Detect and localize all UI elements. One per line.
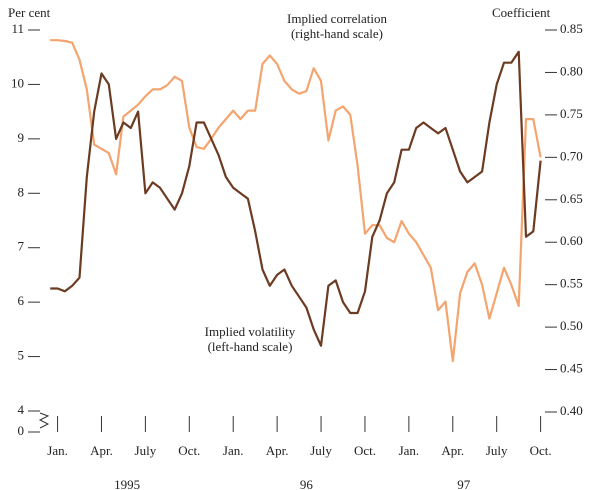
x-tick-label: July — [135, 443, 157, 458]
y-tick-label: 9 — [18, 130, 25, 145]
y2-tick-label: 0.55 — [560, 276, 583, 291]
year-label: 97 — [457, 477, 471, 490]
y-axis-label: Per cent — [8, 5, 51, 20]
x-tick-label: Jan. — [399, 443, 420, 458]
annotation: (left-hand scale) — [208, 339, 293, 354]
x-tick-label: Apr. — [266, 443, 289, 458]
x-tick-label: Jan. — [223, 443, 244, 458]
x-tick-label: July — [310, 443, 332, 458]
y-break-tick-label: 0 — [18, 423, 25, 438]
year-label: 1995 — [114, 477, 140, 490]
series-line — [50, 39, 542, 363]
y-tick-label: 8 — [18, 184, 25, 199]
y-tick-label: 10 — [11, 75, 24, 90]
y2-tick-label: 0.40 — [560, 403, 583, 418]
x-tick-label: Oct. — [354, 443, 376, 458]
y-tick-label: 5 — [18, 348, 25, 363]
y-tick-label: 11 — [11, 21, 24, 36]
annotation: Implied correlation — [287, 11, 387, 26]
x-tick-label: Apr. — [441, 443, 464, 458]
annotation: (right-hand scale) — [291, 26, 383, 41]
y-tick-label: 6 — [18, 293, 25, 308]
annotation: Implied volatility — [205, 324, 296, 339]
y2-tick-label: 0.65 — [560, 191, 583, 206]
y2-tick-label: 0.50 — [560, 318, 583, 333]
y2-tick-label: 0.45 — [560, 361, 583, 376]
series-line — [50, 50, 542, 347]
x-tick-label: Oct. — [530, 443, 552, 458]
x-tick-label: Oct. — [178, 443, 200, 458]
y-tick-label: 7 — [18, 239, 25, 254]
y2-tick-label: 0.85 — [560, 21, 583, 36]
x-tick-label: Jan. — [47, 443, 68, 458]
y2-tick-label: 0.75 — [560, 106, 583, 121]
y-tick-label: 4 — [18, 402, 25, 417]
axis-break — [38, 412, 50, 429]
y2-axis-label: Coefficient — [492, 5, 551, 20]
y2-tick-label: 0.70 — [560, 148, 583, 163]
year-label: 96 — [300, 477, 314, 490]
x-tick-label: July — [486, 443, 508, 458]
x-tick-label: Apr. — [90, 443, 113, 458]
y2-tick-label: 0.60 — [560, 233, 583, 248]
y2-tick-label: 0.80 — [560, 63, 583, 78]
